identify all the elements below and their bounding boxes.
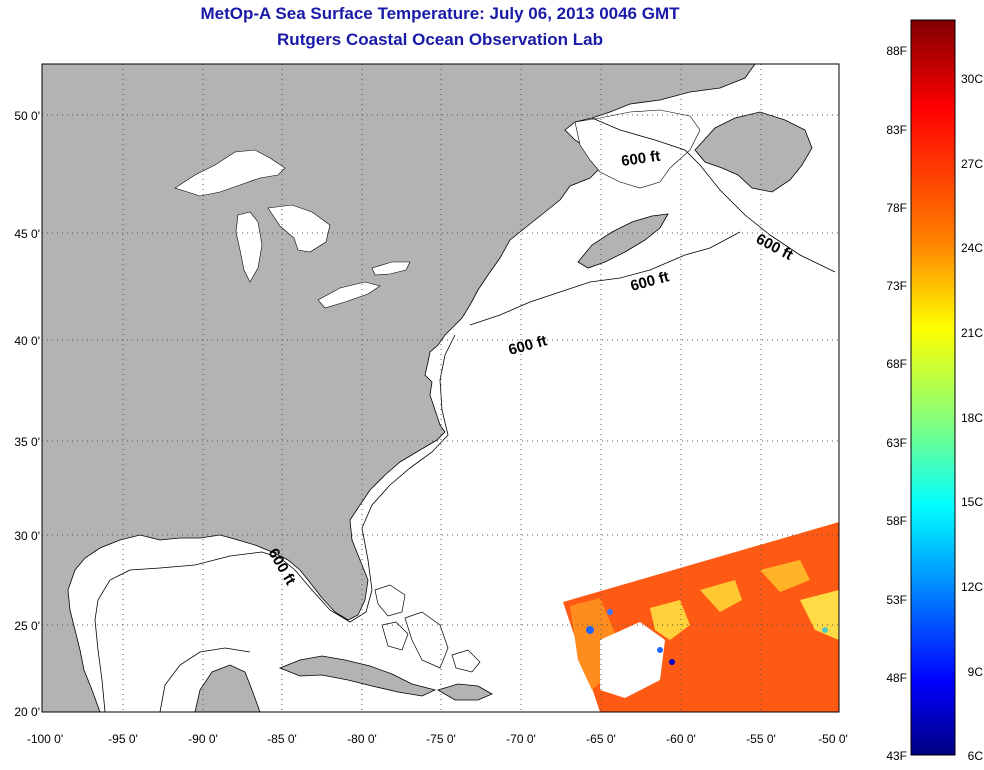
lon-label: -90 0' [188, 732, 218, 746]
lon-label: -55 0' [746, 732, 776, 746]
colorbar-c-label: 21C [961, 326, 983, 340]
lon-label: -65 0' [586, 732, 616, 746]
bahamas-islands [374, 584, 481, 673]
lon-label: -50 0' [818, 732, 848, 746]
lon-label: -95 0' [108, 732, 138, 746]
colorbar-c-label: 30C [961, 72, 983, 86]
cuba-land [278, 655, 437, 697]
map-subtitle: Rutgers Coastal Ocean Observation Lab [277, 30, 603, 49]
latitude-labels: 50 0' 45 0' 40 0' 35 0' 30 0' 25 0' 20 0… [14, 109, 40, 719]
lon-label: -70 0' [506, 732, 536, 746]
colorbar-c-label: 27C [961, 157, 983, 171]
lake-huron [267, 204, 331, 253]
colorbar-f-label: 73F [886, 279, 907, 293]
lat-label: 45 0' [14, 227, 40, 241]
depth-contours [94, 117, 836, 712]
colorbar [910, 19, 956, 756]
colorbar-c-label: 15C [961, 495, 983, 509]
lake-ontario [371, 261, 411, 276]
colorbar-c-labels: 30C 27C 24C 21C 18C 15C 12C 9C 6C [961, 72, 983, 763]
sst-swath [563, 522, 839, 712]
colorbar-c-label: 18C [961, 411, 983, 425]
lon-label: -100 0' [27, 732, 63, 746]
colorbar-c-label: 6C [968, 749, 984, 763]
colorbar-f-label: 48F [886, 671, 907, 685]
lon-label: -80 0' [347, 732, 377, 746]
graticule [42, 64, 839, 712]
lat-label: 50 0' [14, 109, 40, 123]
lake-michigan [235, 211, 263, 283]
lake-erie [317, 281, 381, 309]
yucatan-land [194, 664, 261, 712]
contour-label-600ft: 600 ft [620, 148, 661, 170]
map-frame [41, 63, 840, 713]
lon-label: -85 0' [267, 732, 297, 746]
lat-label: 25 0' [14, 619, 40, 633]
colorbar-f-label: 63F [886, 436, 907, 450]
colorbar-f-label: 83F [886, 123, 907, 137]
lat-label: 20 0' [14, 705, 40, 719]
lat-label: 35 0' [14, 435, 40, 449]
gulf-st-lawrence [574, 109, 701, 189]
colorbar-c-label: 12C [961, 580, 983, 594]
colorbar-c-label: 24C [961, 241, 983, 255]
colorbar-f-label: 43F [886, 749, 907, 763]
newfoundland-land [694, 111, 813, 193]
lat-label: 30 0' [14, 529, 40, 543]
colorbar-f-labels: 88F 83F 78F 73F 68F 63F 58F 53F 48F 43F [886, 44, 907, 763]
colorbar-c-label: 9C [968, 665, 984, 679]
lon-label: -75 0' [426, 732, 456, 746]
colorbar-f-label: 58F [886, 514, 907, 528]
colorbar-f-label: 68F [886, 357, 907, 371]
longitude-labels: -100 0' -95 0' -90 0' -85 0' -80 0' -75 … [27, 732, 848, 746]
colorbar-f-label: 53F [886, 593, 907, 607]
colorbar-f-label: 88F [886, 44, 907, 58]
colorbar-f-label: 78F [886, 201, 907, 215]
lat-label: 40 0' [14, 334, 40, 348]
hispaniola-land [437, 683, 493, 701]
map-title: MetOp-A Sea Surface Temperature: July 06… [200, 4, 680, 23]
lon-label: -60 0' [666, 732, 696, 746]
